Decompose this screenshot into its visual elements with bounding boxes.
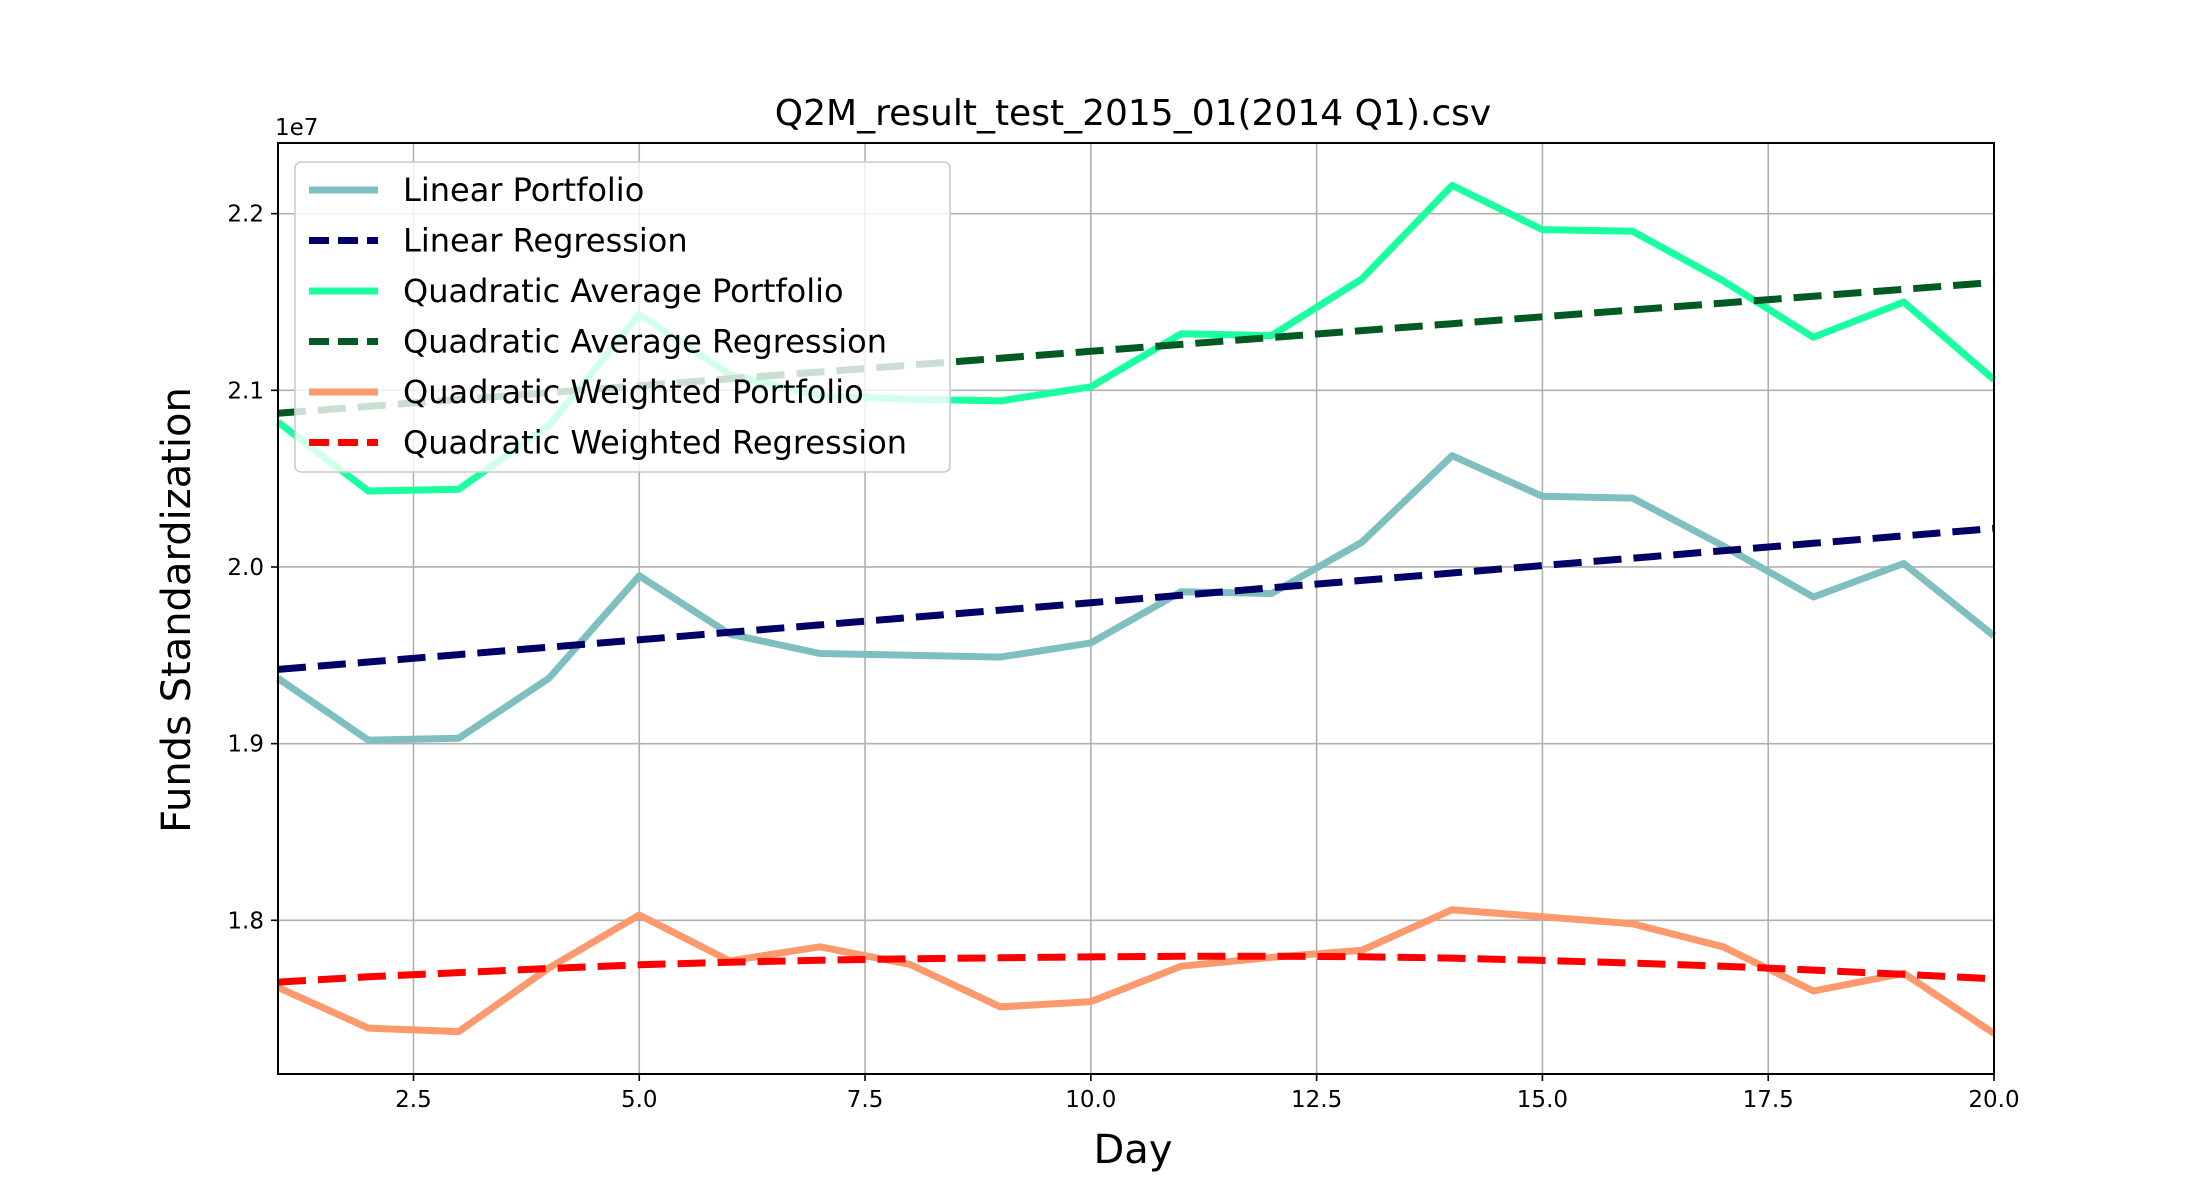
series-line-5	[277, 952, 1995, 986]
x-axis: 2.5 5.0 7.5 10.0 12.5 15.0 17.5 20.0	[395, 1074, 2020, 1113]
y-tick-label: 2.2	[227, 202, 264, 228]
y-axis-title: Funds Standardization	[154, 387, 200, 833]
y-tick-label: 1.8	[227, 908, 264, 934]
series-line-1	[277, 525, 1995, 673]
y-tick-label: 2.1	[227, 378, 264, 404]
y-tick-label: 1.9	[227, 732, 264, 758]
x-tick-label: 15.0	[1517, 1087, 1568, 1113]
y-tick-label: 2.0	[227, 555, 264, 581]
x-tick-label: 5.0	[621, 1087, 658, 1113]
legend-label-1: Linear Regression	[403, 222, 688, 260]
x-tick-label: 20.0	[1968, 1087, 2019, 1113]
x-tick-label: 17.5	[1743, 1087, 1794, 1113]
x-tick-label: 7.5	[847, 1087, 884, 1113]
legend-label-2: Quadratic Average Portfolio	[403, 272, 844, 310]
legend: Linear Portfolio Linear Regression Quadrat…	[294, 161, 951, 473]
y-axis: 1.8 1.9 2.0 2.1 2.2	[227, 202, 278, 934]
x-tick-label: 2.5	[395, 1087, 432, 1113]
y-axis-offset-label: 1e7	[275, 115, 318, 141]
legend-label-0: Linear Portfolio	[403, 171, 644, 209]
legend-box	[294, 161, 951, 473]
plot-area-frame	[277, 142, 1995, 1075]
x-tick-label: 10.0	[1065, 1087, 1116, 1113]
series-line-0	[276, 452, 1997, 744]
legend-label-3: Quadratic Average Regression	[403, 323, 887, 361]
legend-label-5: Quadratic Weighted Regression	[403, 424, 907, 462]
x-tick-label: 12.5	[1291, 1087, 1342, 1113]
chart-title: Q2M_result_test_2015_01(2014 Q1).csv	[775, 93, 1491, 134]
legend-label-4: Quadratic Weighted Portfolio	[403, 373, 864, 411]
x-axis-title: Day	[1094, 1127, 1173, 1173]
series-line-4	[276, 906, 1996, 1037]
